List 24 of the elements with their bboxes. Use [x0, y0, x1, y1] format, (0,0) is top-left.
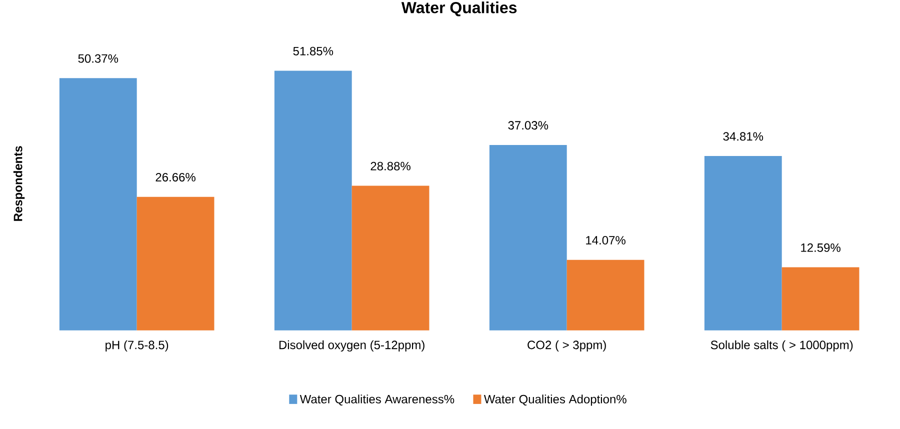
bar — [59, 78, 137, 330]
bar — [274, 70, 352, 330]
legend-label: Water Qualities Adoption% — [484, 394, 626, 406]
x-tick-label: CO2 ( > 3ppm) — [528, 340, 606, 352]
data-label: 51.85% — [293, 46, 334, 56]
bar — [136, 196, 214, 330]
data-label: 37.03% — [508, 121, 548, 130]
data-label: 14.07% — [586, 236, 626, 245]
data-label: 12.59% — [801, 243, 840, 252]
bar — [352, 186, 430, 330]
bar — [566, 260, 644, 330]
legend-label: Water Qualities Awareness% — [300, 394, 454, 406]
bar — [704, 156, 782, 330]
data-label: 34.81% — [723, 132, 764, 141]
x-tick-label: Disolved oxygen (5-12ppm) — [279, 340, 424, 352]
chart-title: Water Qualities — [401, 2, 517, 16]
data-label: 28.88% — [370, 162, 410, 170]
data-label: 50.37% — [78, 54, 118, 63]
bar — [782, 267, 860, 330]
y-axis-title: Respondents — [13, 146, 25, 221]
data-label: 26.66% — [156, 172, 196, 182]
x-tick-label: Soluble salts ( > 1000ppm) — [710, 340, 853, 352]
x-tick-label: pH (7.5-8.5) — [106, 340, 168, 352]
bar — [489, 144, 567, 330]
